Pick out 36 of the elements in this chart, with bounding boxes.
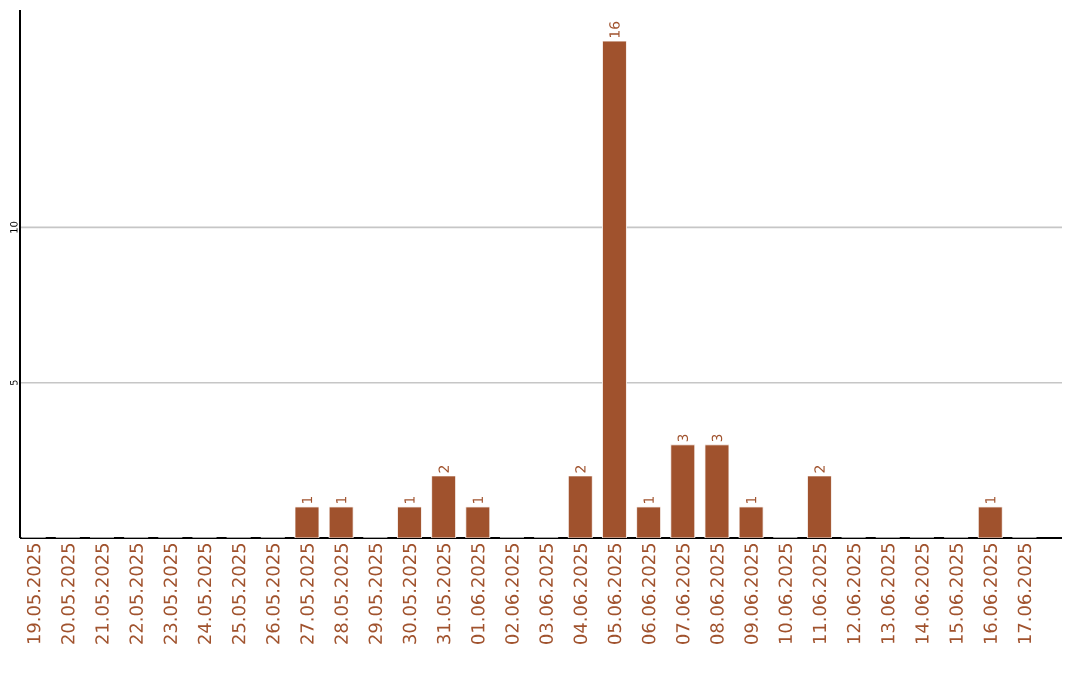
x-tick-label: 02.06.2025 bbox=[505, 543, 519, 644]
x-tick-label: 10.06.2025 bbox=[778, 543, 793, 644]
x-tick-label: 11.06.2025 bbox=[812, 543, 827, 644]
bar bbox=[704, 444, 730, 538]
x-tick-label: 20.05.2025 bbox=[61, 543, 75, 644]
x-tick-label: 22.05.2025 bbox=[129, 543, 143, 644]
x-tick-label: 24.05.2025 bbox=[197, 543, 212, 644]
x-tick-label: 16.06.2025 bbox=[983, 543, 998, 644]
x-tick-label: 25.05.2025 bbox=[231, 543, 246, 644]
x-tick-label: 21.05.2025 bbox=[95, 543, 109, 644]
x-tick-label: 13.06.2025 bbox=[880, 543, 895, 644]
x-tick-label: 30.05.2025 bbox=[402, 543, 417, 644]
x-tick-label: 28.05.2025 bbox=[334, 543, 348, 644]
x-tick-label: 03.06.2025 bbox=[539, 543, 553, 644]
bar bbox=[670, 444, 696, 538]
bar bbox=[567, 475, 593, 538]
x-tick-label: 04.06.2025 bbox=[573, 543, 588, 644]
x-tick-label: 06.06.2025 bbox=[641, 543, 656, 644]
x-tick-label: 31.05.2025 bbox=[436, 543, 451, 644]
x-tick-label: 27.05.2025 bbox=[300, 543, 314, 644]
x-tick-label: 08.06.2025 bbox=[710, 543, 724, 644]
bar bbox=[602, 40, 627, 538]
x-tick-label: 12.06.2025 bbox=[846, 543, 861, 644]
x-tick-label: 23.05.2025 bbox=[163, 543, 178, 644]
x-tick-label: 09.06.2025 bbox=[744, 543, 758, 644]
x-tick-label: 15.06.2025 bbox=[949, 543, 963, 644]
bar bbox=[807, 475, 832, 538]
x-tick-label: 19.05.2025 bbox=[26, 543, 41, 644]
x-tick-label: 26.05.2025 bbox=[266, 543, 280, 644]
x-tick-label: 17.06.2025 bbox=[1017, 543, 1032, 644]
x-tick-label: 07.06.2025 bbox=[676, 543, 690, 644]
x-tick-label: 01.06.2025 bbox=[471, 543, 485, 644]
x-tick-label: 05.06.2025 bbox=[607, 543, 622, 644]
x-tick-label: 14.06.2025 bbox=[915, 543, 929, 644]
x-tick-label: 29.05.2025 bbox=[368, 543, 383, 644]
bar bbox=[431, 475, 457, 538]
